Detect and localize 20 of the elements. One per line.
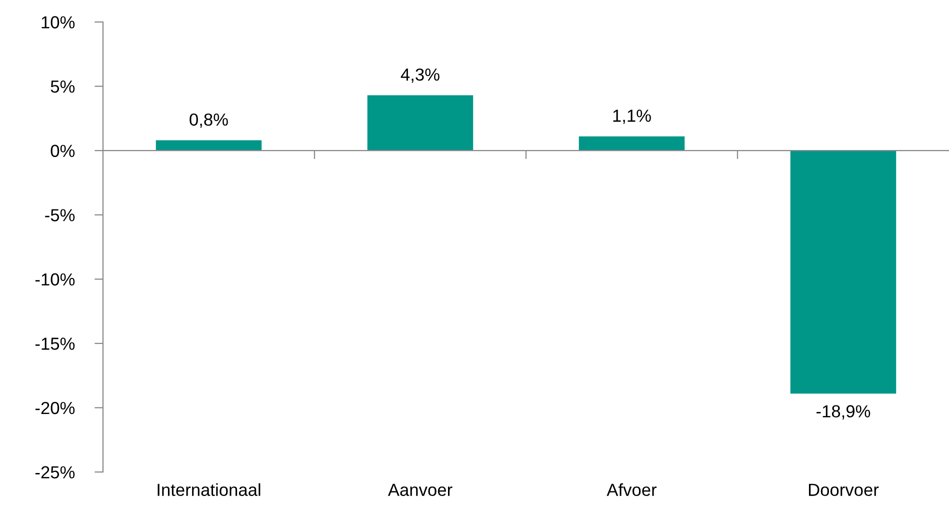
x-tick-label: Internationaal <box>158 483 260 496</box>
data-label: 1,1% <box>613 110 651 124</box>
y-tick-label: 5% <box>50 80 75 93</box>
x-tick-label: Aanvoer <box>388 484 452 496</box>
y-tick-label: -5% <box>45 209 75 222</box>
x-tick-label: Doorvoer <box>808 484 879 496</box>
y-tick-label: -10% <box>35 273 75 286</box>
bar <box>578 136 685 151</box>
y-tick-label: 10% <box>42 16 75 28</box>
data-label: 0,8% <box>190 113 228 128</box>
bar <box>156 140 262 151</box>
y-tick-label: 0% <box>50 144 75 158</box>
x-tick-label: Afvoer <box>606 483 657 496</box>
data-label: -18,9% <box>816 405 870 420</box>
bar <box>790 150 896 394</box>
y-tick-label: -20% <box>35 402 75 414</box>
bar <box>367 95 474 151</box>
y-tick-label: -15% <box>35 338 75 350</box>
data-label: 4,3% <box>400 68 440 83</box>
y-tick-label: -25% <box>35 466 75 478</box>
